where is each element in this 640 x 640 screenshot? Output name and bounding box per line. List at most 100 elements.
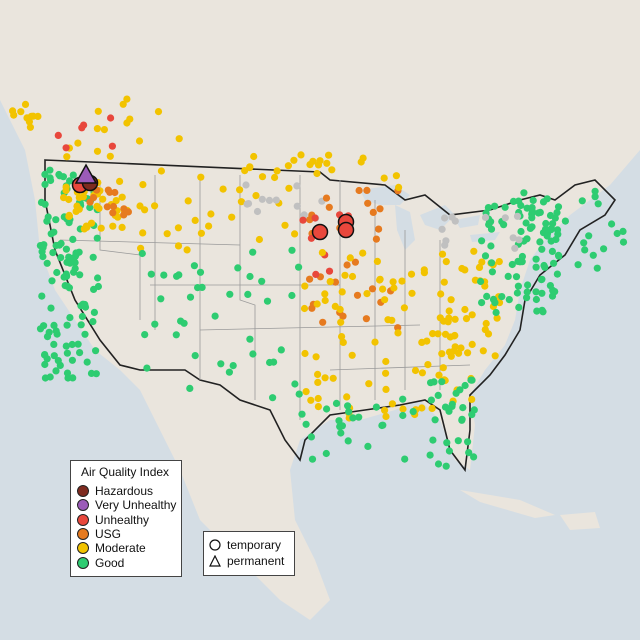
monitor-marker (71, 264, 79, 273)
monitor-marker (297, 151, 305, 159)
monitor-marker (555, 252, 563, 260)
monitor-marker (74, 340, 82, 348)
monitor-marker (237, 198, 245, 206)
monitor-marker (53, 268, 61, 277)
monitor-marker (225, 368, 233, 376)
monitor-marker (57, 254, 65, 262)
monitor-marker (80, 225, 88, 233)
monitor-marker (380, 174, 388, 182)
monitor-marker (338, 288, 346, 296)
monitor-marker (299, 216, 307, 224)
monitor-marker (451, 217, 459, 225)
legend-item-hazardous: Hazardous (77, 484, 153, 498)
monitor-marker (83, 358, 91, 366)
monitor-marker (411, 366, 420, 375)
monitor-marker (217, 360, 225, 368)
monitor-marker (103, 203, 111, 211)
monitor-marker (343, 393, 351, 401)
monitor-marker (452, 389, 460, 397)
monitor-marker (553, 209, 561, 217)
monitor-marker (553, 226, 562, 234)
monitor-marker (619, 227, 627, 235)
monitor-marker (392, 172, 400, 180)
monitor-marker (54, 357, 62, 365)
monitor-marker (515, 303, 523, 311)
monitor-marker (65, 219, 73, 227)
monitor-marker (513, 289, 522, 297)
monitor-marker (322, 194, 331, 202)
monitor-marker (441, 330, 450, 338)
monitor-marker (365, 380, 373, 388)
monitor-marker (619, 238, 628, 246)
monitor-marker (429, 436, 437, 444)
monitor-marker (68, 340, 76, 349)
monitor-marker (316, 157, 324, 165)
monitor-marker (346, 254, 354, 262)
monitor-marker (529, 196, 537, 204)
monitor-marker (307, 433, 315, 441)
monitor-marker (401, 455, 409, 463)
monitor-marker (109, 202, 118, 211)
monitor-marker (302, 388, 310, 396)
monitor-marker (437, 290, 445, 298)
monitor-marker (86, 203, 94, 212)
monitor-marker (111, 188, 119, 197)
monitor-marker (273, 167, 281, 175)
monitor-marker (66, 259, 74, 267)
monitor-marker (72, 249, 80, 257)
monitor-marker (106, 152, 114, 160)
monitor-marker (536, 208, 544, 216)
monitor-marker (363, 290, 371, 298)
monitor-marker (508, 260, 516, 269)
monitor-marker (174, 224, 182, 232)
monitor-marker (547, 237, 555, 245)
monitor-marker (343, 261, 351, 269)
monitor-marker (329, 374, 337, 382)
north-america-land (0, 0, 640, 620)
monitor-marker (205, 222, 213, 230)
monitor-marker (493, 314, 501, 322)
legend-title: Air Quality Index (81, 465, 170, 479)
monitor-marker (445, 307, 453, 315)
monitor-marker (551, 288, 559, 296)
monitor-marker (175, 135, 183, 143)
legend-item-unhealthy: Unhealthy (77, 513, 149, 527)
monitor-marker (424, 361, 432, 369)
monitor-marker (328, 166, 336, 174)
monitor-marker (54, 131, 62, 139)
monitor-marker (211, 312, 219, 320)
monitor-marker (379, 285, 387, 293)
monitor-marker (522, 219, 530, 227)
monitor-marker (520, 189, 528, 197)
monitor-marker (538, 245, 546, 253)
monitor-marker (97, 224, 105, 232)
monitor-marker (594, 200, 602, 208)
legend-label: USG (95, 527, 122, 541)
monitor-marker (376, 205, 384, 213)
monitor-marker (462, 315, 471, 323)
monitor-marker (591, 193, 599, 201)
monitor-marker (394, 324, 402, 332)
monitor-marker (394, 329, 402, 337)
monitor-marker (285, 184, 293, 192)
monitor-marker (63, 321, 71, 329)
monitor-marker (435, 371, 443, 379)
monitor-marker (349, 414, 357, 422)
monitor-marker (314, 370, 322, 378)
monitor-marker (323, 405, 331, 413)
monitor-marker (537, 276, 546, 284)
monitor-marker (244, 290, 252, 298)
legend-item-good: Good (77, 556, 124, 570)
monitor-marker (501, 203, 509, 211)
monitor-marker (175, 271, 183, 279)
monitor-marker (87, 369, 96, 377)
monitor-marker (249, 248, 257, 256)
monitor-marker (293, 182, 301, 190)
monitor-marker (368, 285, 377, 293)
legend-item-very-unhealthy: Very Unhealthy (77, 498, 176, 512)
monitor-marker (362, 315, 370, 323)
monitor-marker (62, 245, 70, 253)
monitor-marker (93, 234, 101, 242)
monitor-marker (118, 193, 126, 201)
monitor-marker (228, 213, 236, 221)
